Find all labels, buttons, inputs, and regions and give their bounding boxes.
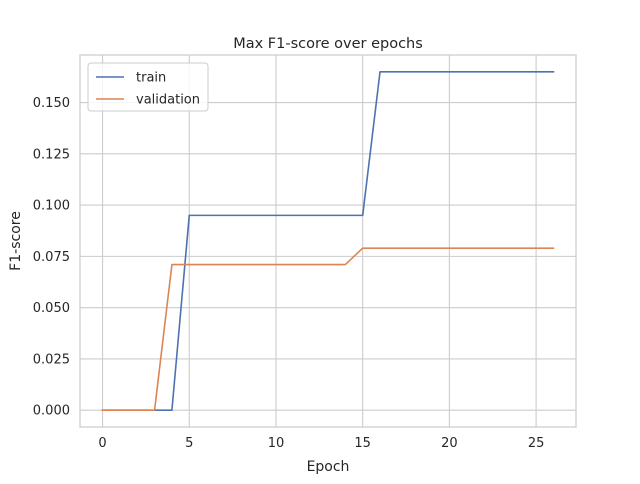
legend-label-train: train — [136, 71, 166, 86]
y-tick-label: 0.125 — [33, 147, 70, 162]
y-tick-label: 0.150 — [33, 96, 70, 111]
y-tick-label: 0.050 — [33, 301, 70, 316]
y-tick-label: 0.000 — [33, 404, 70, 419]
y-tick-label: 0.075 — [33, 250, 70, 265]
series-line-train — [101, 71, 555, 411]
tick-labels: 0 5 10 15 20 25 0.000 0.025 0.050 0.075 0.100 0.125… — [33, 96, 545, 451]
x-tick-label: 25 — [528, 436, 545, 451]
x-tick-label: 5 — [185, 436, 193, 451]
legend: train validation — [87, 62, 209, 112]
y-tick-label: 0.025 — [33, 352, 70, 367]
y-tick-label: 0.100 — [33, 199, 70, 214]
legend-label-validation: validation — [136, 93, 200, 108]
series-line-validation — [101, 247, 555, 411]
plot-frame — [79, 54, 577, 428]
x-tick-label: 15 — [354, 436, 371, 451]
chart-title: Max F1-score over epochs — [233, 36, 423, 52]
x-tick-label: 20 — [441, 436, 458, 451]
series-lines — [101, 71, 555, 411]
x-axis-label: Epoch — [307, 459, 350, 475]
x-tick-label: 0 — [98, 436, 106, 451]
grid — [80, 55, 576, 427]
y-axis-label: F1-score — [8, 211, 24, 271]
x-tick-label: 10 — [268, 436, 285, 451]
